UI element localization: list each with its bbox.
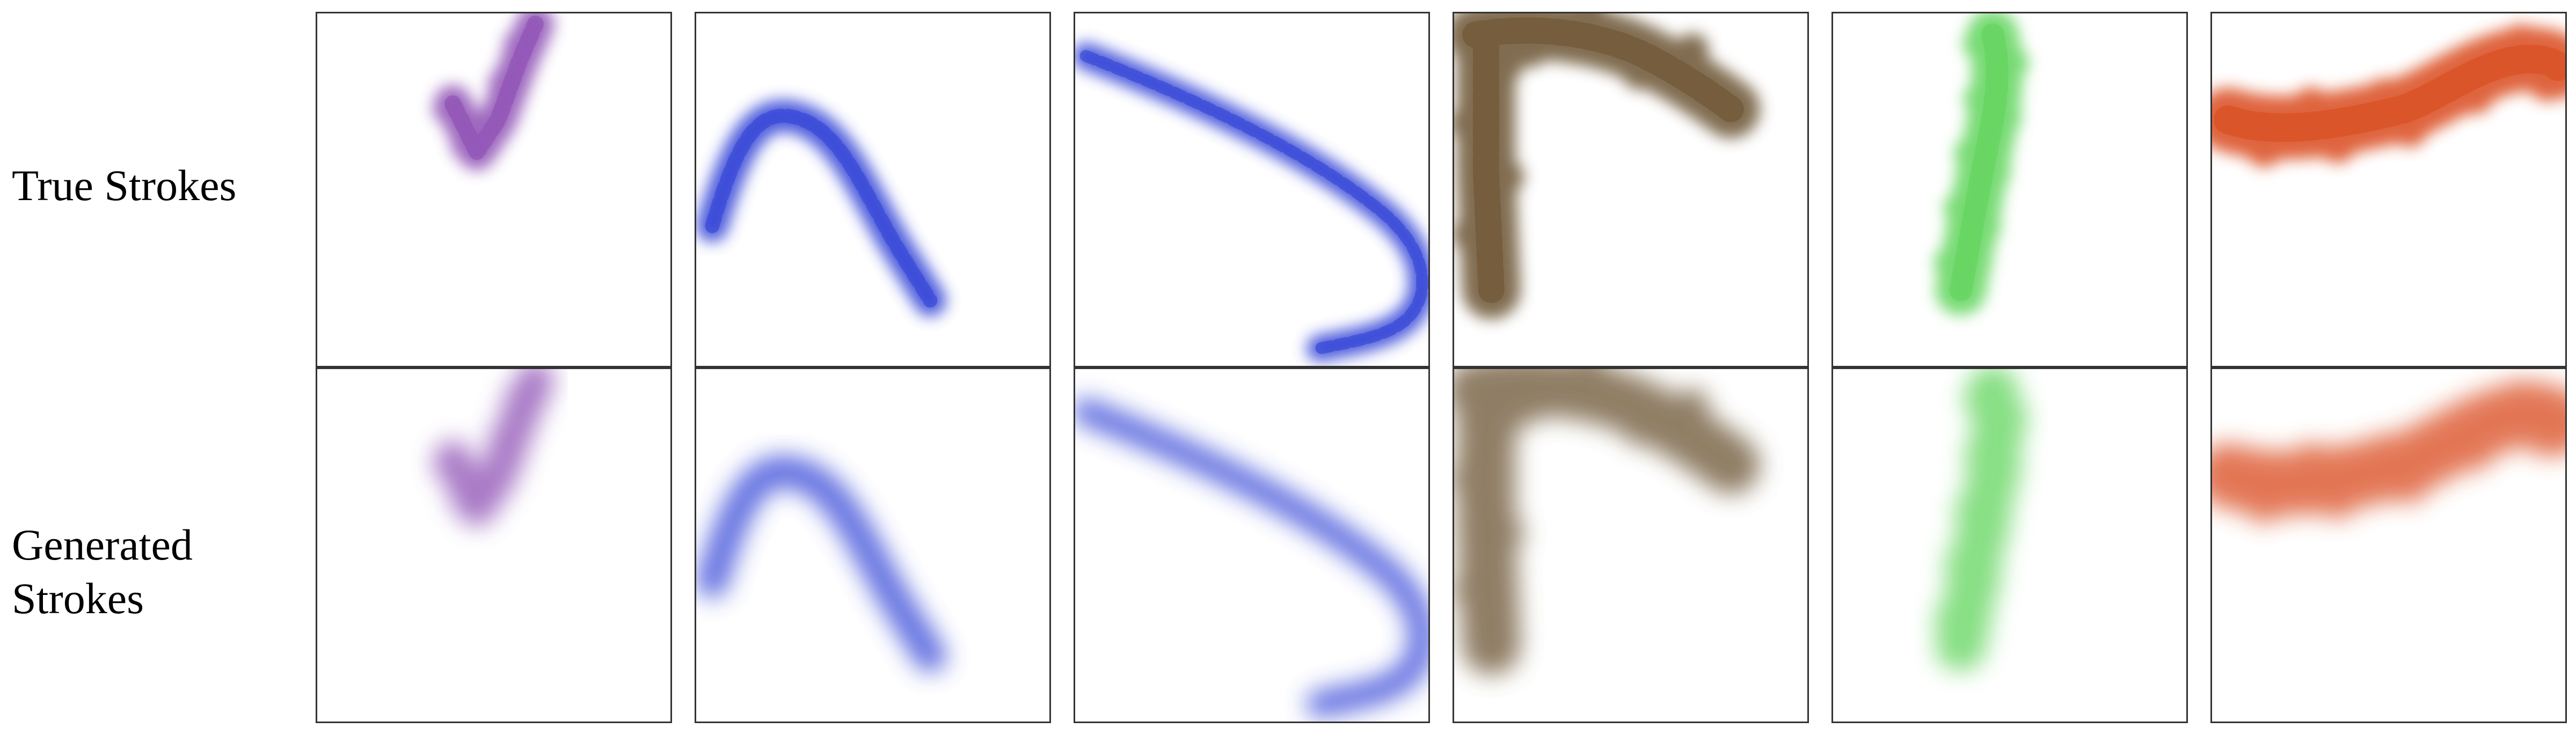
stroke-dot	[503, 388, 525, 409]
row-label-true-strokes: True Strokes	[12, 161, 237, 210]
row-label-generated-strokes: Generated Strokes	[12, 520, 193, 623]
stroke-dot	[1457, 371, 1490, 404]
stroke-dot	[522, 388, 543, 410]
stroke-dot	[473, 466, 495, 487]
stroke-dot	[1474, 631, 1507, 664]
stroke-texture	[1462, 17, 1744, 303]
stroke-panel-generated-4	[1453, 367, 1809, 723]
stroke-image-generated-4	[1454, 369, 1760, 675]
stroke-image-true-2	[696, 100, 946, 317]
stroke-dot	[2482, 397, 2519, 433]
stroke-dot	[2273, 463, 2309, 500]
stroke-dot	[2413, 422, 2449, 459]
stroke-dot	[1491, 516, 1524, 549]
stroke-dot	[2391, 467, 2428, 503]
stroke-texture	[444, 16, 544, 160]
stroke-dot	[506, 427, 527, 448]
stroke-dot	[471, 502, 493, 524]
stroke-dot	[1490, 404, 1523, 438]
stroke-dot	[1948, 639, 1977, 668]
stroke-dot	[488, 427, 509, 448]
stroke-dot	[1982, 421, 2011, 450]
stroke-image-generated-3	[1075, 398, 1428, 718]
stroke-image-true-1	[432, 13, 554, 171]
stroke-dot	[1972, 568, 2001, 597]
stroke-panel-true-4	[1453, 12, 1809, 367]
stroke-image-generated-1	[432, 369, 554, 526]
stroke-dot	[492, 466, 513, 488]
stroke-mark	[1075, 398, 1428, 718]
stroke-image-true-5	[1933, 13, 2029, 315]
stroke-dot	[1676, 33, 1709, 67]
stroke-dot	[2212, 461, 2236, 497]
stroke-panel-true-5	[1831, 12, 2188, 367]
stroke-panel-generated-3	[1074, 367, 1430, 723]
stroke-dot	[1514, 390, 1548, 423]
stroke-mark	[696, 455, 946, 672]
stroke-dot	[2457, 433, 2494, 470]
stroke-dot	[1491, 160, 1524, 194]
stroke-dot	[1954, 495, 1983, 524]
stroke-texture	[2213, 45, 2565, 142]
stroke-image-generated-2	[696, 455, 946, 672]
stroke-dot	[2529, 421, 2565, 457]
stroke-dot	[1666, 429, 1699, 462]
stroke-texture	[1949, 23, 2009, 301]
stroke-image-generated-6	[2212, 380, 2565, 523]
stroke-dot	[1964, 440, 1992, 469]
stroke-image-true-4	[1454, 13, 1760, 319]
stroke-panel-true-6	[2210, 12, 2567, 367]
stroke-dot	[2246, 487, 2282, 523]
stroke-dot	[1676, 389, 1709, 422]
stroke-dot	[432, 455, 454, 476]
stroke-panel-true-2	[695, 12, 1051, 367]
stroke-dot	[1623, 413, 1656, 446]
stroke-image-generated-5	[1933, 369, 2029, 671]
stroke-panel-generated-5	[1831, 367, 2188, 723]
stroke-panel-true-1	[316, 12, 672, 367]
stroke-dot	[2346, 451, 2382, 487]
stroke-panel-generated-6	[2210, 367, 2567, 723]
stroke-dot	[1993, 459, 2022, 488]
stroke-panel-generated-1	[316, 367, 672, 723]
stroke-dot	[451, 492, 472, 513]
stroke-image-true-3	[1075, 42, 1428, 362]
stroke-dot	[1933, 604, 1962, 632]
stroke-dot	[2319, 483, 2356, 519]
stroke-image-true-6	[2212, 24, 2565, 167]
stroke-dot	[2000, 404, 2029, 433]
stroke-dot	[1944, 549, 1972, 578]
stroke-panel-generated-2	[695, 367, 1051, 723]
stroke-dot	[1982, 513, 2011, 542]
stroke-dot	[1454, 573, 1485, 607]
stroke-dot	[1454, 462, 1482, 495]
stroke-texture	[1079, 50, 1428, 355]
stroke-texture	[705, 108, 938, 308]
stroke-panel-true-3	[1074, 12, 1430, 367]
stroke-dot	[1567, 379, 1600, 413]
stroke-dot	[1962, 385, 1991, 414]
